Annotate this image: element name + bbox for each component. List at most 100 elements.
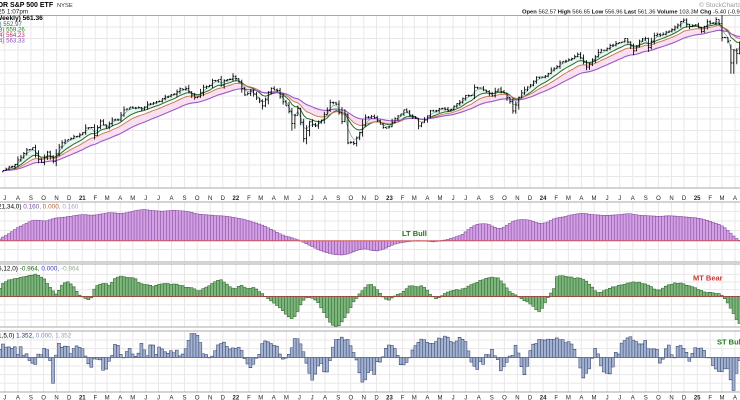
svg-text:© StockCharts.com: © StockCharts.com	[699, 1, 740, 9]
svg-text:J: J	[452, 396, 455, 400]
svg-text:F: F	[247, 396, 251, 400]
svg-text:21,34,0) 0.160, 0.000, 0.160: 21,34,0) 0.160, 0.000, 0.160	[0, 204, 79, 211]
svg-text:23: 23	[386, 396, 393, 400]
svg-text:M: M	[592, 196, 597, 202]
svg-text:O: O	[656, 196, 661, 202]
svg-text:S: S	[644, 396, 648, 400]
svg-text:A: A	[579, 396, 583, 400]
svg-text:D: D	[528, 196, 533, 202]
svg-text:O: O	[41, 396, 46, 400]
svg-text:Open 562.57 High 566.65 Low 55: Open 562.57 High 566.65 Low 556.96 Last …	[522, 10, 740, 16]
svg-text:M: M	[438, 396, 443, 400]
svg-text:5,12,0) -0.964, 0.000, -0.964: 5,12,0) -0.964, 0.000, -0.964	[0, 266, 80, 273]
svg-text:21: 21	[79, 396, 86, 400]
svg-text:25: 25	[694, 396, 701, 400]
svg-text:J: J	[3, 196, 6, 202]
svg-text:N: N	[208, 396, 212, 400]
svg-text:A: A	[272, 196, 276, 202]
svg-text:A: A	[323, 196, 327, 202]
svg-text:M: M	[258, 196, 263, 202]
svg-text:M: M	[438, 196, 443, 202]
svg-text:A: A	[425, 196, 429, 202]
svg-text:O: O	[41, 196, 46, 202]
svg-text:J: J	[606, 196, 609, 202]
svg-text:A: A	[477, 396, 481, 400]
svg-text:S: S	[336, 396, 340, 400]
svg-text:J: J	[606, 396, 609, 400]
svg-text:A: A	[477, 196, 481, 202]
svg-text:24: 24	[540, 196, 547, 202]
svg-text:D: D	[374, 396, 379, 400]
svg-text:J: J	[618, 396, 621, 400]
svg-text:O: O	[656, 396, 661, 400]
svg-text:J: J	[298, 396, 301, 400]
svg-text:M: M	[412, 196, 417, 202]
svg-text:D: D	[67, 396, 72, 400]
svg-text:J: J	[157, 196, 160, 202]
svg-text:F: F	[554, 196, 558, 202]
svg-text:J: J	[311, 396, 314, 400]
svg-text:) 552.97: ) 552.97	[0, 21, 22, 28]
svg-text:S: S	[490, 196, 494, 202]
svg-text:ST Bull: ST Bull	[717, 338, 740, 347]
svg-text:21: 21	[79, 196, 86, 202]
svg-text:S: S	[336, 196, 340, 202]
svg-text:J: J	[311, 196, 314, 202]
svg-text:4) 563.33: 4) 563.33	[0, 38, 25, 45]
svg-text:F: F	[708, 396, 712, 400]
svg-text:3) 559.26: 3) 559.26	[0, 27, 25, 34]
svg-text:A: A	[169, 396, 173, 400]
svg-text:N: N	[208, 196, 212, 202]
svg-text:M: M	[130, 196, 135, 202]
svg-text:M: M	[284, 196, 289, 202]
svg-text:F: F	[93, 396, 97, 400]
svg-text:S: S	[29, 196, 33, 202]
svg-text:O: O	[348, 196, 353, 202]
svg-text:S: S	[29, 396, 33, 400]
svg-text:D: D	[221, 396, 226, 400]
svg-text:N: N	[669, 396, 673, 400]
svg-text:N: N	[515, 196, 519, 202]
svg-text:N: N	[54, 196, 58, 202]
svg-text:A: A	[169, 196, 173, 202]
svg-text:A: A	[579, 196, 583, 202]
svg-text:A: A	[118, 196, 122, 202]
svg-text:24: 24	[540, 396, 547, 400]
svg-text:F: F	[93, 196, 97, 202]
svg-text:J: J	[144, 396, 147, 400]
svg-text:25 1:07pm: 25 1:07pm	[0, 9, 28, 16]
svg-text:S: S	[490, 396, 494, 400]
svg-text:S: S	[644, 196, 648, 202]
svg-text:MT Bear: MT Bear	[693, 274, 723, 283]
svg-text:DR S&P 500 ETF: DR S&P 500 ETF	[0, 2, 54, 9]
svg-text:J: J	[618, 196, 621, 202]
svg-text:J: J	[452, 196, 455, 202]
svg-text:J: J	[464, 396, 467, 400]
svg-text:D: D	[682, 196, 687, 202]
svg-text:O: O	[348, 396, 353, 400]
svg-text:D: D	[221, 196, 226, 202]
svg-text:M: M	[258, 396, 263, 400]
svg-text:A: A	[733, 196, 737, 202]
svg-text:F: F	[247, 196, 251, 202]
svg-text:A: A	[16, 196, 20, 202]
svg-text:M: M	[284, 396, 289, 400]
svg-text:A: A	[631, 396, 635, 400]
svg-text:25: 25	[694, 196, 701, 202]
svg-text:N: N	[362, 396, 366, 400]
svg-text:N: N	[362, 196, 366, 202]
svg-text:A: A	[16, 396, 20, 400]
svg-text:M: M	[130, 396, 135, 400]
svg-text:F: F	[401, 396, 405, 400]
svg-text:Weekly) 561.36: Weekly) 561.36	[0, 15, 43, 22]
svg-text:M: M	[105, 196, 110, 202]
svg-text:23: 23	[386, 196, 393, 202]
svg-text:D: D	[528, 396, 533, 400]
svg-text:O: O	[195, 396, 200, 400]
svg-text:1,5,0) 1.352, 0.000, 1.352: 1,5,0) 1.352, 0.000, 1.352	[0, 333, 72, 340]
svg-text:A: A	[323, 396, 327, 400]
svg-text:F: F	[554, 396, 558, 400]
svg-text:A: A	[631, 196, 635, 202]
svg-text:J: J	[157, 396, 160, 400]
svg-text:J: J	[144, 196, 147, 202]
